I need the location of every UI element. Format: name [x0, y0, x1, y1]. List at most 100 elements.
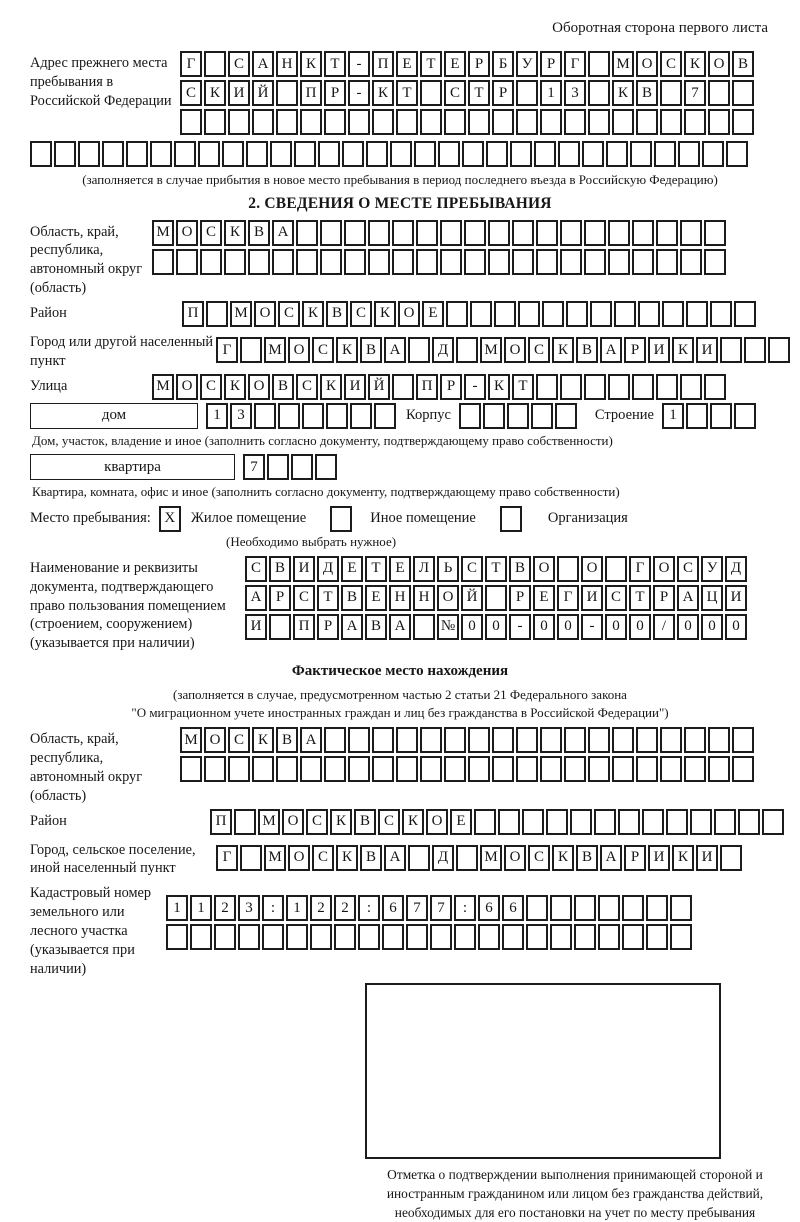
form-cell[interactable]: 0 — [485, 613, 507, 640]
form-cell[interactable] — [680, 248, 702, 275]
form-cell[interactable]: Б — [492, 51, 514, 77]
form-cell[interactable] — [704, 373, 726, 400]
form-cell[interactable] — [557, 555, 579, 582]
form-cell[interactable]: С — [677, 555, 699, 582]
form-cell[interactable]: М — [152, 219, 174, 246]
form-cell[interactable] — [296, 219, 318, 246]
form-cell[interactable]: С — [444, 80, 466, 106]
form-cell[interactable] — [444, 109, 466, 135]
form-cell[interactable]: А — [300, 727, 322, 754]
form-cell[interactable]: К — [336, 844, 358, 871]
form-cell[interactable] — [550, 895, 572, 922]
form-cell[interactable] — [584, 248, 606, 275]
form-cell[interactable]: П — [416, 373, 438, 400]
form-cell[interactable] — [392, 248, 414, 275]
form-cell[interactable] — [486, 141, 508, 167]
form-cell[interactable] — [180, 756, 202, 783]
form-cell[interactable]: Г — [557, 584, 579, 611]
form-cell[interactable] — [78, 141, 100, 167]
form-cell[interactable]: 6 — [478, 895, 500, 922]
form-cell[interactable]: К — [320, 373, 342, 400]
form-cell[interactable] — [252, 756, 274, 783]
form-cell[interactable]: 1 — [190, 895, 212, 922]
form-cell[interactable]: М — [230, 300, 252, 327]
form-cell[interactable] — [686, 300, 708, 327]
form-cell[interactable] — [372, 109, 394, 135]
form-cell[interactable]: И — [245, 613, 267, 640]
form-cell[interactable] — [564, 727, 586, 754]
form-cell[interactable] — [390, 141, 412, 167]
form-cell[interactable]: 3 — [564, 80, 586, 106]
form-cell[interactable] — [612, 727, 634, 754]
form-cell[interactable] — [420, 756, 442, 783]
form-cell[interactable]: Т — [468, 80, 490, 106]
form-cell[interactable] — [228, 109, 250, 135]
form-cell[interactable]: Н — [276, 51, 298, 77]
form-cell[interactable] — [310, 924, 332, 951]
form-cell[interactable] — [440, 248, 462, 275]
form-cell[interactable] — [714, 808, 736, 835]
form-cell[interactable] — [246, 141, 268, 167]
form-cell[interactable] — [492, 109, 514, 135]
form-cell[interactable] — [768, 337, 790, 364]
form-cell[interactable] — [708, 756, 730, 783]
form-cell[interactable] — [510, 141, 532, 167]
form-cell[interactable] — [622, 924, 644, 951]
form-cell[interactable]: 3 — [230, 402, 252, 429]
form-cell[interactable] — [612, 756, 634, 783]
form-cell[interactable] — [372, 727, 394, 754]
form-cell[interactable]: 6 — [382, 895, 404, 922]
form-cell[interactable]: И — [293, 555, 315, 582]
form-cell[interactable] — [474, 808, 496, 835]
form-cell[interactable]: Т — [629, 584, 651, 611]
form-cell[interactable]: Р — [509, 584, 531, 611]
form-cell[interactable] — [224, 248, 246, 275]
form-cell[interactable] — [702, 141, 724, 167]
form-cell[interactable] — [276, 109, 298, 135]
form-cell[interactable] — [315, 454, 337, 481]
form-cell[interactable]: Р — [624, 844, 646, 871]
form-cell[interactable]: В — [576, 337, 598, 364]
form-cell[interactable] — [150, 141, 172, 167]
form-cell[interactable]: 3 — [238, 895, 260, 922]
form-cell[interactable] — [408, 844, 430, 871]
form-cell[interactable]: Р — [317, 613, 339, 640]
form-cell[interactable]: Л — [413, 555, 435, 582]
form-cell[interactable]: А — [384, 844, 406, 871]
form-cell[interactable]: О — [533, 555, 555, 582]
form-cell[interactable] — [606, 141, 628, 167]
form-cell[interactable] — [636, 727, 658, 754]
form-cell[interactable] — [382, 924, 404, 951]
form-cell[interactable] — [518, 300, 540, 327]
form-cell[interactable]: О — [204, 727, 226, 754]
form-cell[interactable] — [710, 300, 732, 327]
form-cell[interactable] — [590, 300, 612, 327]
form-cell[interactable] — [348, 756, 370, 783]
form-cell[interactable] — [680, 219, 702, 246]
form-cell[interactable] — [276, 756, 298, 783]
form-cell[interactable] — [516, 109, 538, 135]
form-cell[interactable] — [488, 248, 510, 275]
form-cell[interactable] — [744, 337, 766, 364]
form-cell[interactable] — [678, 141, 700, 167]
form-cell[interactable]: С — [605, 584, 627, 611]
form-cell[interactable]: К — [224, 373, 246, 400]
form-cell[interactable] — [662, 300, 684, 327]
form-cell[interactable]: Д — [432, 337, 454, 364]
form-cell[interactable] — [372, 756, 394, 783]
form-cell[interactable]: 2 — [334, 895, 356, 922]
form-cell[interactable]: М — [480, 844, 502, 871]
form-cell[interactable] — [270, 141, 292, 167]
form-cell[interactable] — [358, 924, 380, 951]
form-cell[interactable]: № — [437, 613, 459, 640]
form-cell[interactable]: С — [296, 373, 318, 400]
form-cell[interactable]: М — [480, 337, 502, 364]
form-cell[interactable]: Д — [725, 555, 747, 582]
form-cell[interactable] — [238, 924, 260, 951]
form-cell[interactable] — [30, 141, 52, 167]
form-cell[interactable] — [614, 300, 636, 327]
form-cell[interactable] — [646, 895, 668, 922]
form-cell[interactable] — [642, 808, 664, 835]
form-cell[interactable] — [320, 248, 342, 275]
form-cell[interactable] — [560, 219, 582, 246]
